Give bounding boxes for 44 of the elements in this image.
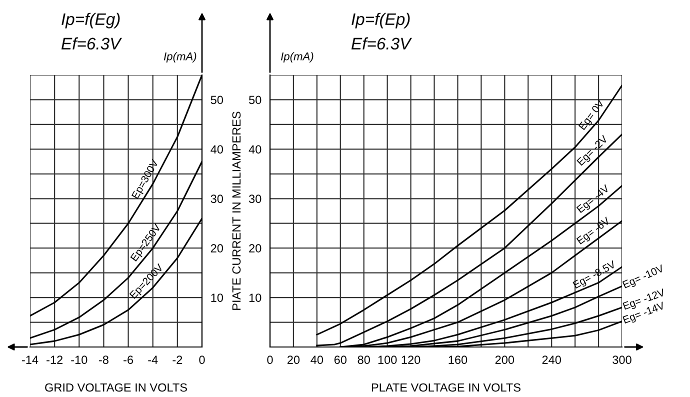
x-tick-label: -14 bbox=[22, 356, 38, 364]
x-tick-label: 100 bbox=[378, 356, 397, 364]
y-tick-label: 20 bbox=[210, 244, 224, 252]
x-tick-label: 300 bbox=[612, 356, 632, 364]
y-tick-label: 20 bbox=[249, 244, 262, 252]
y-axis-title: PIATE CURRENT IN MILLIAMPERES bbox=[232, 112, 241, 310]
text: Eg= -8.5V bbox=[572, 260, 618, 290]
x-tick-label: -6 bbox=[124, 356, 134, 364]
x-tick-label: 80 bbox=[358, 356, 370, 364]
text: Eg= -10V bbox=[622, 264, 666, 290]
x-tick-label: 120 bbox=[402, 356, 420, 364]
y-tick-label: 30 bbox=[248, 194, 262, 204]
text: Ip(mA) bbox=[281, 52, 314, 62]
y-tick-label: 50 bbox=[210, 96, 224, 104]
chart-title: Ip=f(Ep) bbox=[352, 12, 410, 28]
text: Eg= 0V bbox=[578, 99, 606, 132]
x-axis-title: PLATE VOLTAGE IN VOLTS bbox=[372, 383, 520, 392]
x-axis-title: GRID VOLTAGE IN VOLTS bbox=[45, 383, 187, 392]
y-tick-label: 40 bbox=[248, 145, 262, 154]
text: Eg= -4V bbox=[576, 184, 612, 215]
x-tick-label: -4 bbox=[148, 356, 158, 364]
y-tick-label: 30 bbox=[210, 194, 224, 204]
text: Eg= -6V bbox=[576, 216, 612, 246]
y-tick-label: 40 bbox=[210, 145, 224, 154]
chart-subtitle: Ef=6.3V bbox=[351, 37, 412, 50]
x-tick-label: 160 bbox=[448, 356, 468, 364]
x-tick-label: -8 bbox=[98, 356, 108, 364]
x-tick-label: 240 bbox=[542, 356, 561, 364]
x-tick-label: -10 bbox=[71, 356, 88, 364]
x-tick-label: 200 bbox=[495, 356, 514, 364]
chart-title: Ip=f(Eg) bbox=[62, 12, 120, 28]
y-tick-label: 10 bbox=[249, 294, 262, 302]
y-tick-label: 50 bbox=[249, 96, 262, 104]
x-tick-label: 0 bbox=[199, 356, 205, 364]
x-tick-label: -2 bbox=[172, 356, 182, 364]
x-tick-label: 0 bbox=[267, 356, 273, 364]
chart-subtitle: Ef=6.3V bbox=[61, 37, 122, 50]
text: Eg= -2V bbox=[576, 134, 610, 168]
x-tick-label: -12 bbox=[46, 356, 63, 364]
x-tick-label: 40 bbox=[310, 356, 324, 364]
x-tick-label: 20 bbox=[287, 356, 300, 364]
y-tick-label: 10 bbox=[211, 294, 224, 302]
text: Ip(mA) bbox=[164, 52, 196, 62]
x-tick-label: 60 bbox=[334, 356, 347, 364]
